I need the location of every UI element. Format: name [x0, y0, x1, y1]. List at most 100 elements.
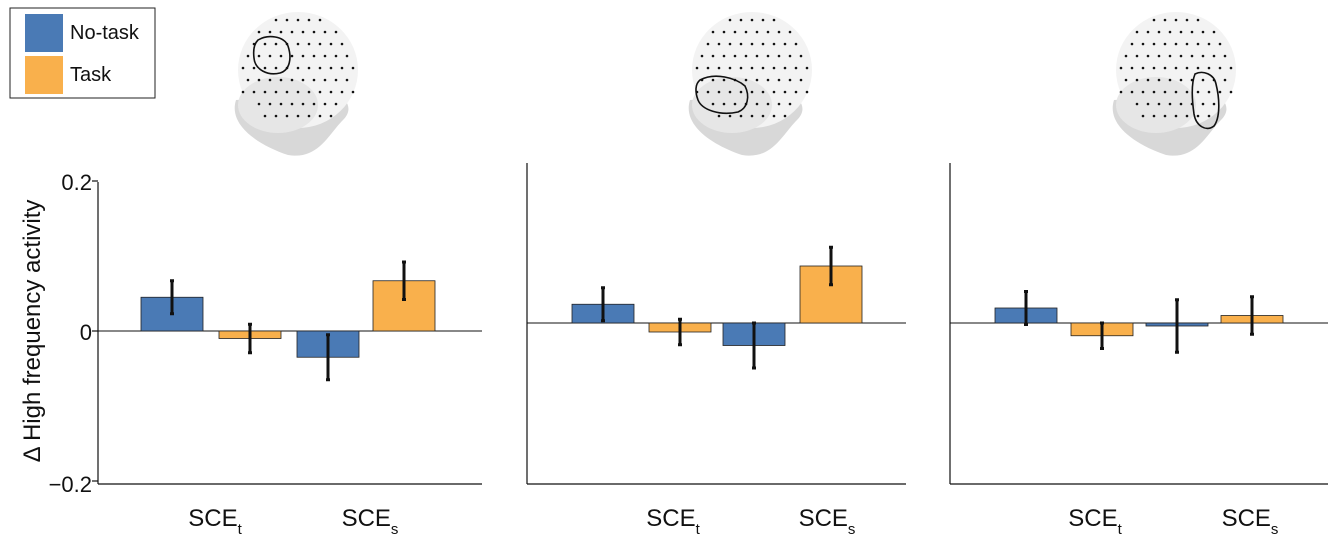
electrode-dot: [1146, 54, 1150, 58]
electrode-dot: [268, 78, 272, 82]
electrode-dot: [290, 54, 294, 58]
electrode-dot: [323, 102, 327, 106]
electrode-dot: [772, 42, 776, 46]
electrode-dot: [1124, 78, 1128, 82]
electrode-dot: [329, 90, 333, 94]
electrode-dot: [1146, 102, 1150, 106]
electrode-dot: [318, 66, 322, 70]
electrode-dot: [301, 30, 305, 34]
electrode-dot: [1157, 54, 1161, 58]
electrode-dot: [1141, 114, 1145, 118]
electrode-dot: [296, 90, 300, 94]
electrode-dot: [728, 90, 732, 94]
electrode-dot: [1196, 66, 1200, 70]
electrode-dot: [766, 78, 770, 82]
electrode-dot: [750, 90, 754, 94]
electrode-dot: [777, 78, 781, 82]
electrode-dot: [1174, 114, 1178, 118]
region-outline: [1191, 71, 1220, 130]
electrode-dot: [274, 90, 278, 94]
electrode-dot: [733, 54, 737, 58]
electrode-dot: [257, 30, 261, 34]
electrode-dot: [739, 18, 743, 22]
electrode-dot: [700, 54, 704, 58]
electrode-dot: [794, 42, 798, 46]
electrode-dot: [1218, 42, 1222, 46]
electrode-dot: [285, 18, 289, 22]
electrode-dot: [1223, 78, 1227, 82]
electrode-dot: [1119, 66, 1123, 70]
electrode-dot: [312, 30, 316, 34]
electrode-dot: [263, 42, 267, 46]
electrode-dot: [263, 114, 267, 118]
electrode-dot: [1179, 102, 1183, 106]
electrode-dot: [1141, 42, 1145, 46]
electrode-dot: [788, 54, 792, 58]
electrode-dot: [722, 30, 726, 34]
electrode-dot: [799, 78, 803, 82]
electrode-dot: [268, 54, 272, 58]
electrode-dot: [345, 54, 349, 58]
electrode-dot: [323, 78, 327, 82]
electrode-dot: [1163, 90, 1167, 94]
electrode-dot: [1207, 114, 1211, 118]
electrode-dot: [296, 66, 300, 70]
electrode-dot: [717, 114, 721, 118]
electrode-dot: [312, 78, 316, 82]
electrode-dot: [761, 66, 765, 70]
y-axis-label: Δ High frequency activity: [19, 200, 46, 463]
electrode-dot: [1157, 30, 1161, 34]
electrode-dot: [1168, 30, 1172, 34]
electrode-dot: [296, 114, 300, 118]
category-label: SCEs: [1222, 505, 1279, 535]
electrode-dot: [1146, 30, 1150, 34]
electrode-dot: [1152, 90, 1156, 94]
region-outline: [252, 35, 291, 75]
electrode-dot: [772, 90, 776, 94]
electrode-dot: [733, 102, 737, 106]
electrode-dot: [307, 90, 311, 94]
electrode-dot: [1185, 66, 1189, 70]
electrode-dot: [329, 42, 333, 46]
electrode-dot: [1223, 54, 1227, 58]
electrode-dot: [1174, 66, 1178, 70]
electrode-dot: [739, 66, 743, 70]
region-outline: [695, 75, 749, 115]
electrode-dot: [1135, 78, 1139, 82]
electrode-dot: [279, 30, 283, 34]
electrode-dot: [290, 78, 294, 82]
electrode-dot: [1201, 54, 1205, 58]
electrode-dot: [296, 42, 300, 46]
category-label: SCEt: [1068, 505, 1122, 535]
head-illustration: [1112, 12, 1236, 156]
electrode-dot: [246, 78, 250, 82]
electrode-dot: [340, 90, 344, 94]
electrode-dot: [307, 114, 311, 118]
electrode-dot: [1141, 66, 1145, 70]
electrode-dot: [351, 66, 355, 70]
electrode-dot: [1168, 54, 1172, 58]
electrode-dot: [783, 90, 787, 94]
electrode-dot: [340, 66, 344, 70]
electrode-dot: [334, 54, 338, 58]
electrode-dot: [695, 66, 699, 70]
head-face-shading: [238, 77, 318, 133]
head-face-shading: [1116, 77, 1196, 133]
panel-2: SCEt SCEs: [526, 163, 906, 535]
electrode-dot: [323, 30, 327, 34]
electrode-dot: [318, 42, 322, 46]
electrode-dot: [1130, 42, 1134, 46]
legend-swatch-no-task: [25, 14, 63, 52]
electrode-dot: [1119, 90, 1123, 94]
electrode-dot: [312, 102, 316, 106]
panel-1: SCEt SCEs: [92, 180, 482, 535]
electrode-dot: [1201, 102, 1205, 106]
electrode-dot: [334, 30, 338, 34]
electrode-dot: [301, 102, 305, 106]
electrode-dot: [744, 30, 748, 34]
electrode-dot: [799, 54, 803, 58]
legend-label-task: Task: [70, 64, 112, 86]
category-label: SCEs: [799, 505, 856, 535]
electrode-dot: [257, 102, 261, 106]
electrode-dot: [263, 66, 267, 70]
